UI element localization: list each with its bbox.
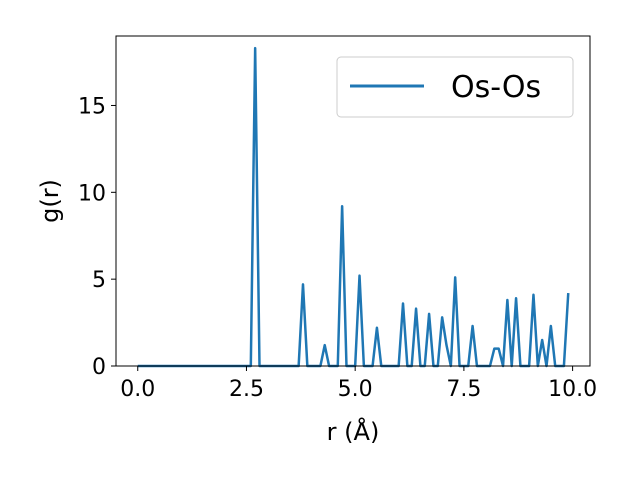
- y-tick-label: 10: [78, 181, 106, 206]
- x-tick-label: 2.5: [229, 377, 264, 402]
- y-tick-label: 15: [78, 94, 106, 119]
- y-tick-label: 5: [92, 268, 106, 293]
- y-tick-label: 0: [92, 355, 106, 380]
- y-axis-title: g(r): [36, 179, 64, 223]
- x-tick-label: 0.0: [120, 377, 155, 402]
- legend: Os-Os: [336, 56, 574, 118]
- plot-frame: [115, 35, 591, 367]
- x-tick-label: 5.0: [338, 377, 373, 402]
- x-axis-ticks: 0.0 2.5 5.0 7.5 10.0: [120, 366, 597, 402]
- legend-label-os-os: Os-Os: [451, 70, 541, 105]
- x-tick-label: 10.0: [548, 377, 597, 402]
- x-tick-label: 7.5: [446, 377, 481, 402]
- x-axis-title: r (Å): [327, 417, 380, 446]
- y-axis-ticks: 0 5 10 15: [78, 94, 116, 380]
- legend-box: [336, 56, 574, 118]
